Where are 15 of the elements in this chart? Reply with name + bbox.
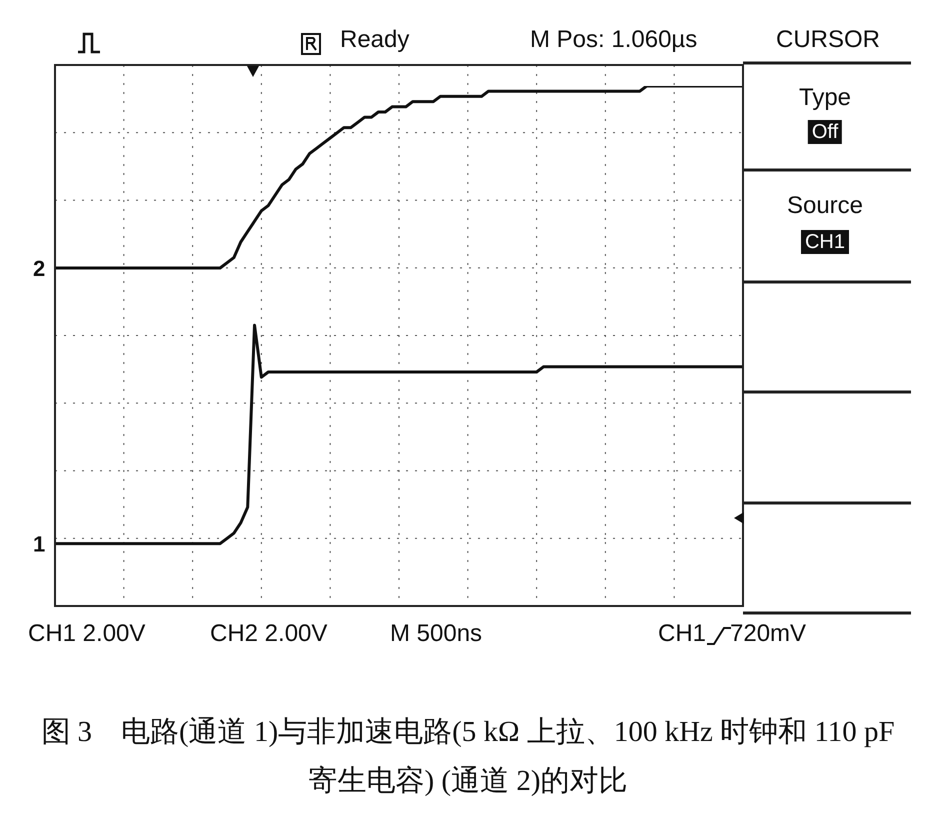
text: CH1 [800,230,850,254]
text: 720mV [730,620,806,649]
text: Source [786,192,864,221]
text: CH1 2.00V [28,620,146,649]
series-label: 2 [33,256,46,281]
text: Off [808,120,842,144]
text: Type [798,84,852,113]
text: CH2 2.00V [210,620,328,649]
text: CURSOR [776,26,880,55]
series-label: 1 [33,532,46,557]
text: Ready [340,26,410,55]
text: CH1 [658,620,706,649]
text: M Pos: 1.060µs [530,26,698,55]
text: M 500ns [390,620,482,649]
caption: 图 3 电路(通道 1)与非加速电路(5 kΩ 上拉、100 kHz 时钟和 110 pF 寄生电容) (通道 2)的对比 [40,715,896,800]
